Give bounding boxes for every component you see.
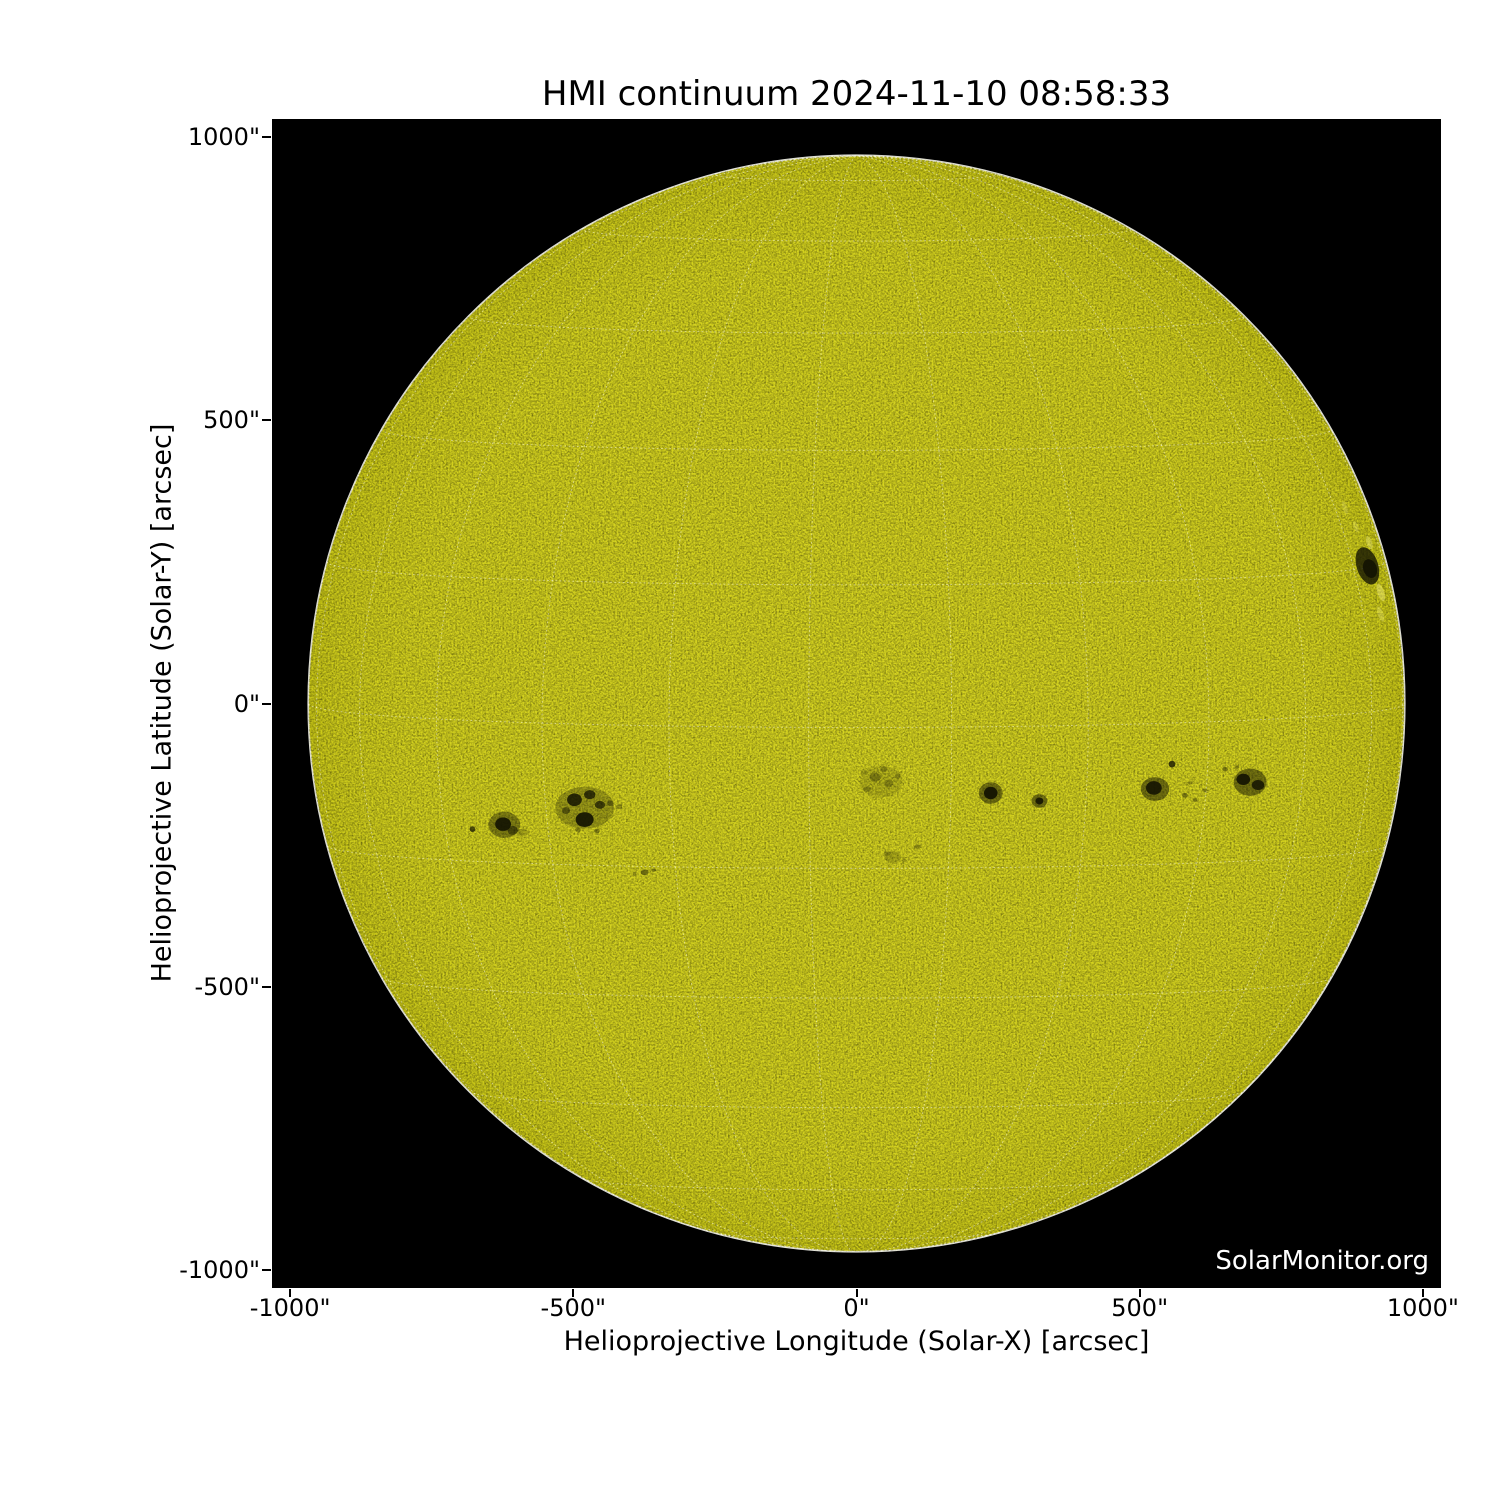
y-tick-label: 500" <box>203 406 260 435</box>
x-tick-mark <box>1138 1289 1141 1297</box>
plot-area: SolarMonitor.org <box>272 119 1441 1288</box>
x-tick-label: -500" <box>540 1294 607 1322</box>
sunspot-group <box>1168 760 1176 768</box>
x-tick-label: -1000" <box>249 1294 331 1322</box>
x-tick-label: 0" <box>843 1294 870 1322</box>
sunspot-group <box>978 782 1003 804</box>
sunspot-groups <box>469 501 1386 876</box>
sunspot-group <box>469 826 476 833</box>
x-tick-mark <box>1421 1289 1424 1297</box>
sunspot-group <box>1031 794 1048 808</box>
sunspot-group <box>883 844 922 863</box>
x-tick-label: 1000" <box>1386 1294 1459 1322</box>
sunspot-group <box>1341 501 1386 622</box>
y-tick-label: 0" <box>233 689 260 718</box>
heliographic-grid <box>308 155 1405 1253</box>
y-tick-mark <box>262 985 271 988</box>
x-axis-label: Helioprojective Longitude (Solar-X) [arc… <box>563 1326 1150 1357</box>
y-tick-mark <box>262 1268 271 1271</box>
y-tick-mark <box>262 702 271 705</box>
x-tick-mark <box>855 1289 858 1297</box>
y-tick-label: -500" <box>194 972 260 1001</box>
y-axis-label: Helioprojective Latitude (Solar-Y) [arcs… <box>146 423 178 983</box>
y-tick-mark <box>262 136 271 139</box>
sunspot-group <box>1140 777 1208 802</box>
x-tick-mark <box>572 1289 575 1297</box>
solar-disk-image <box>272 119 1441 1288</box>
x-tick-label: 500" <box>1111 1294 1169 1322</box>
y-tick-mark <box>262 419 271 422</box>
sunspot-group <box>632 868 657 876</box>
sunspot-group <box>859 765 903 798</box>
x-tick-mark <box>289 1289 292 1297</box>
y-tick-label: -1000" <box>179 1255 260 1284</box>
sunspot-group <box>488 811 529 838</box>
sunspot-group <box>555 786 623 834</box>
watermark: SolarMonitor.org <box>1215 1246 1429 1276</box>
chart-title: HMI continuum 2024-11-10 08:58:33 <box>541 74 1172 114</box>
sunspot-group <box>1222 765 1267 796</box>
y-tick-label: 1000" <box>187 123 260 152</box>
